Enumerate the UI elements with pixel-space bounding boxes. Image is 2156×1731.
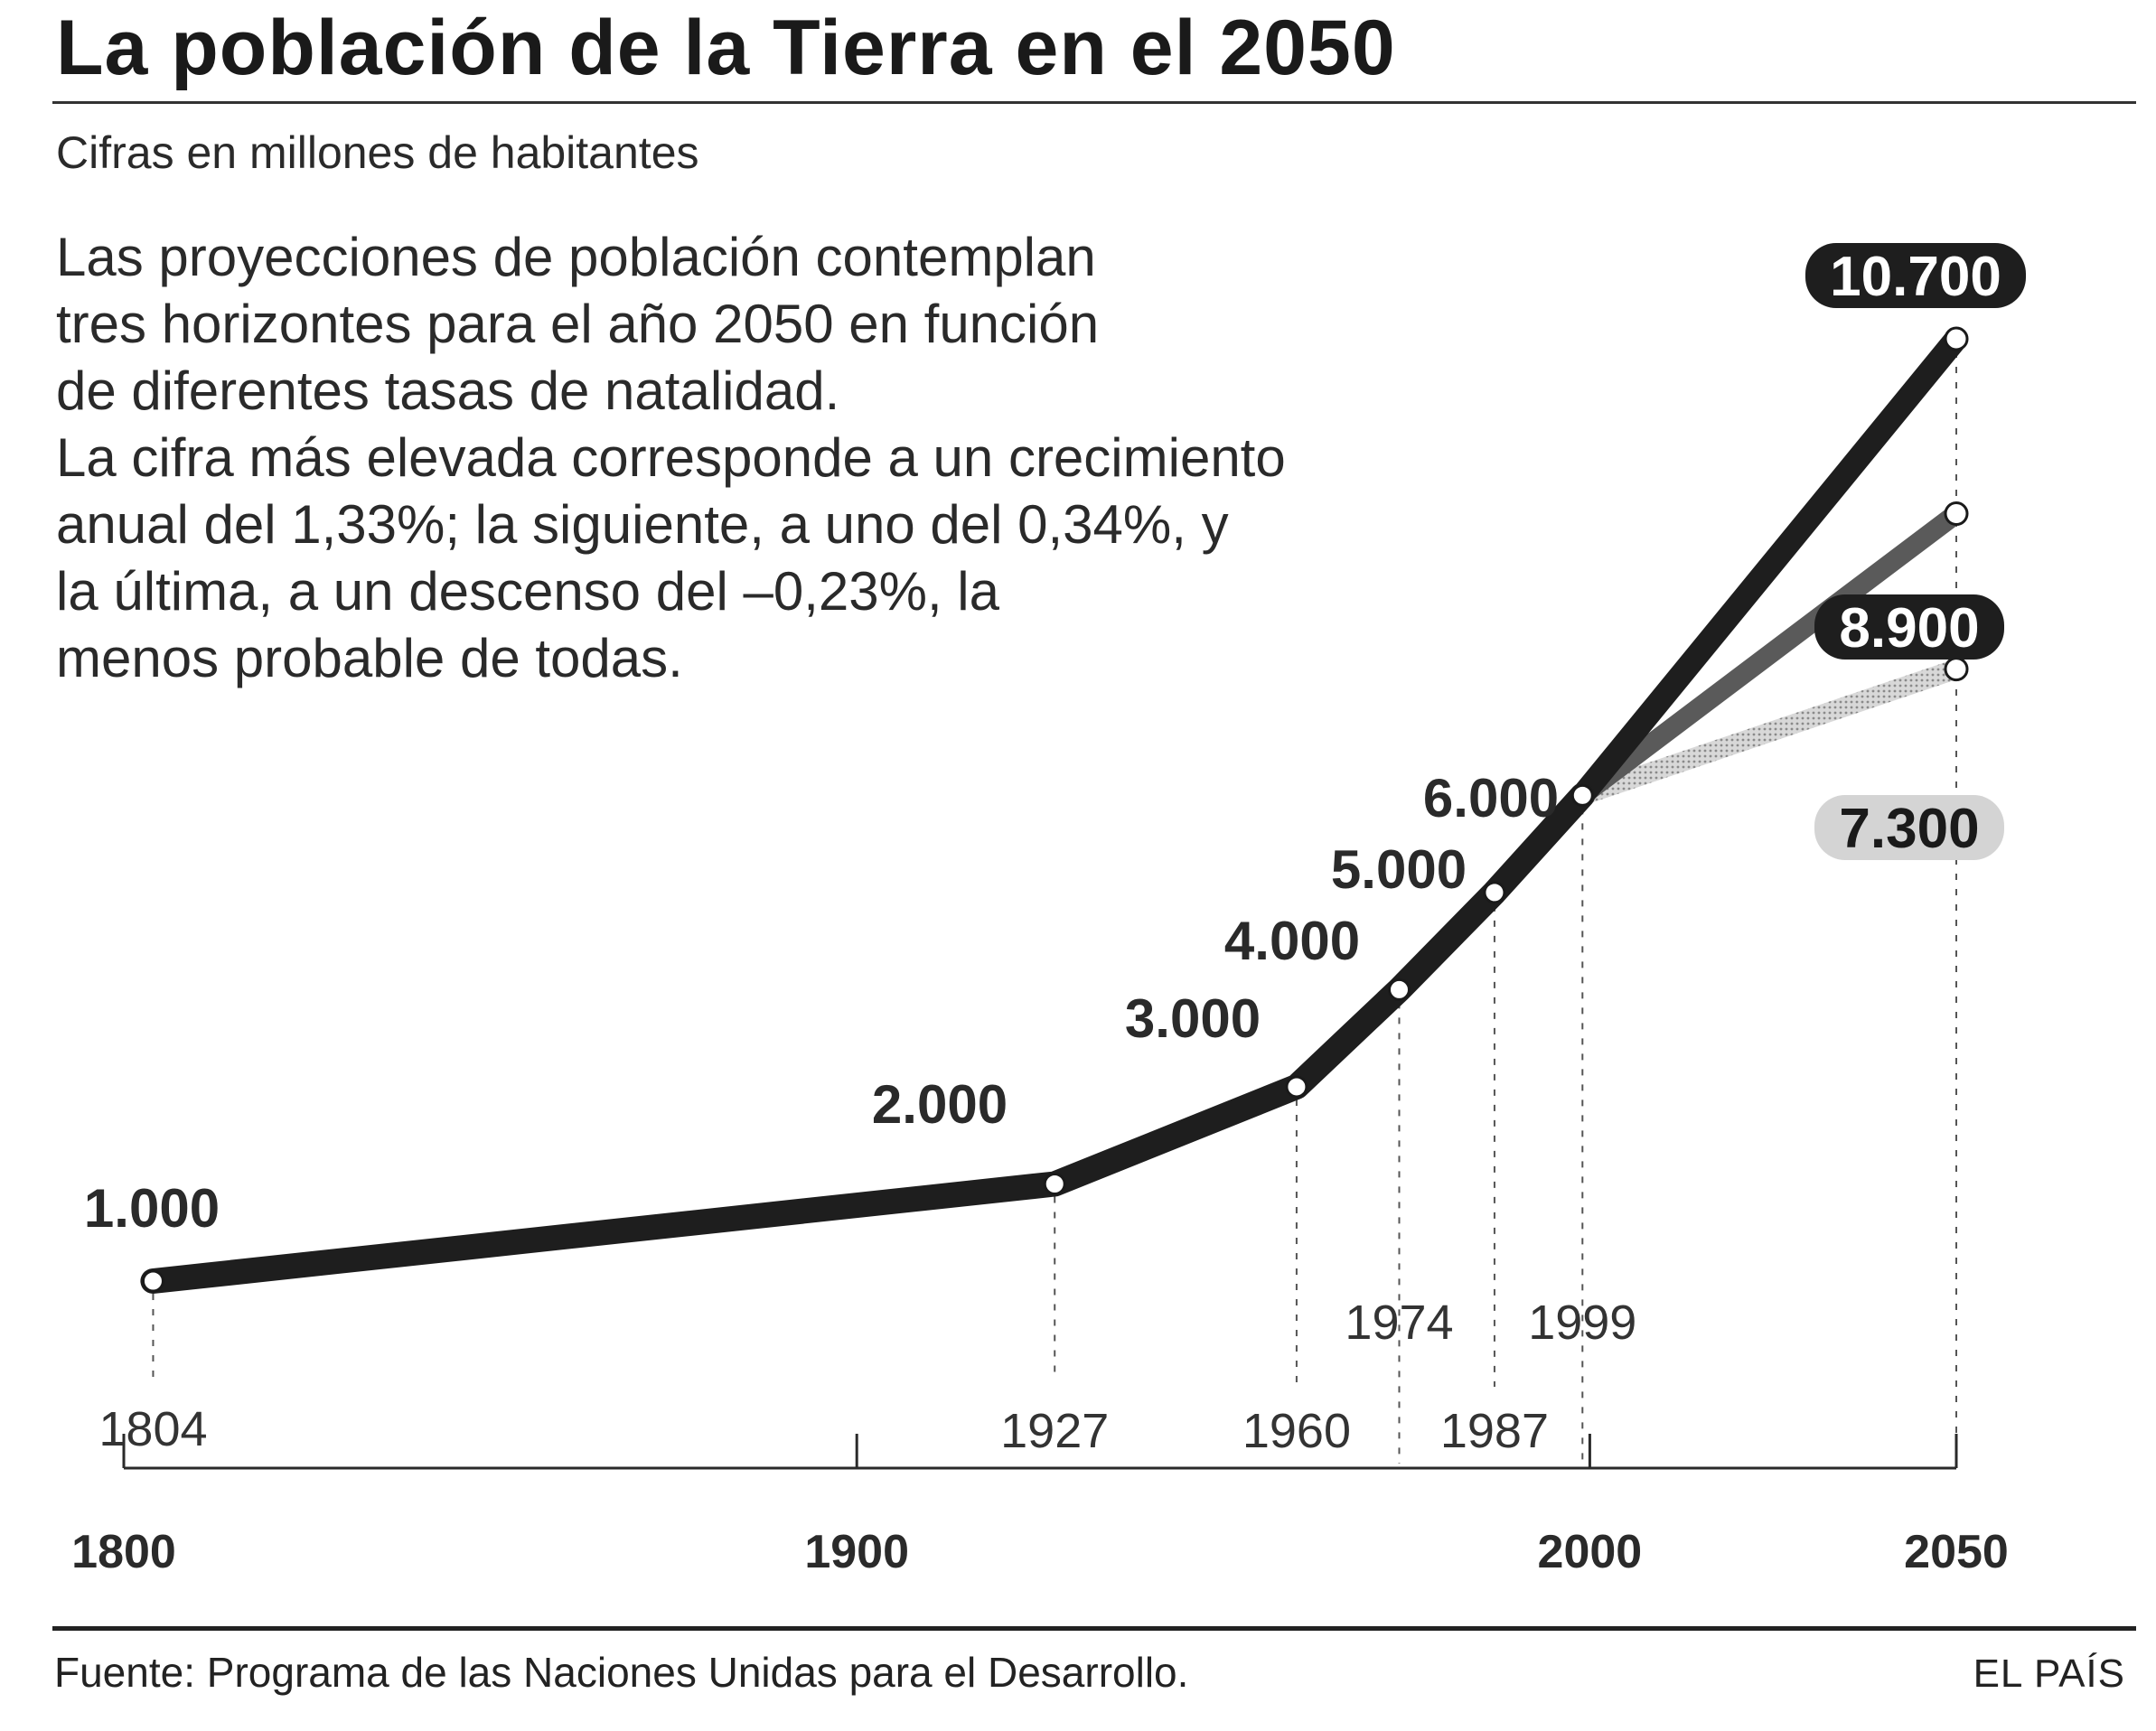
year-label: 1927	[1000, 1404, 1109, 1458]
data-point	[1570, 783, 1594, 807]
guide-lines	[152, 351, 1957, 1468]
value-label: 1.000	[84, 1178, 220, 1239]
projection-label: 8.900	[1839, 597, 1979, 660]
chart-title: La población de la Tierra en el 2050	[56, 5, 1396, 91]
projection-label: 7.300	[1839, 798, 1979, 860]
projection-line-dark	[1570, 327, 1968, 808]
series-lines	[140, 327, 1968, 1294]
data-point	[1043, 1172, 1066, 1195]
year-label: 1960	[1242, 1404, 1351, 1458]
projection-line-mid	[1572, 503, 1966, 806]
footer-divider	[52, 1626, 2136, 1631]
projection-label: 10.700	[1830, 246, 2001, 308]
description-line: Las proyecciones de población contemplan	[56, 227, 1096, 287]
description-text: Las proyecciones de población contemplan…	[56, 224, 1520, 692]
chart-subtitle: Cifras en millones de habitantes	[56, 127, 699, 178]
year-label: 1987	[1440, 1404, 1549, 1458]
projection-point	[1944, 657, 1969, 682]
x-tick-label: 1900	[804, 1526, 909, 1578]
description-line: la última, a un descenso del –0,23%, la	[56, 561, 999, 622]
title-divider	[52, 101, 2136, 104]
projection-pill	[1805, 243, 2026, 308]
x-tick-label: 2050	[1904, 1526, 2009, 1578]
value-label: 3.000	[1125, 988, 1261, 1049]
projection-pill	[1814, 795, 2004, 860]
data-point	[1285, 1075, 1308, 1099]
x-tick-label: 2000	[1538, 1526, 1643, 1578]
publisher-logo: EL PAÍS	[1973, 1651, 2125, 1696]
data-points	[141, 326, 1969, 1293]
value-label: 4.000	[1224, 911, 1360, 971]
data-point	[1483, 881, 1506, 904]
data-point	[1387, 978, 1411, 1001]
value-label: 6.000	[1423, 768, 1559, 828]
description-line: tres horizontes para el año 2050 en func…	[56, 294, 1100, 354]
description-line: de diferentes tasas de natalidad.	[56, 360, 840, 421]
x-axis: 1800 1900 2000 2050	[71, 1434, 2009, 1578]
projection-point	[1944, 326, 1969, 351]
historical-line	[140, 782, 1596, 1294]
description-line: La cifra más elevada corresponde a un cr…	[56, 427, 1286, 488]
description-line: anual del 1,33%; la siguiente, a uno del…	[56, 494, 1229, 555]
year-label: 1974	[1345, 1296, 1453, 1350]
x-tick-label: 1800	[71, 1526, 176, 1578]
value-label: 2.000	[872, 1074, 1008, 1135]
data-point	[141, 1269, 164, 1293]
projection-pill	[1814, 594, 2004, 660]
projection-point	[1944, 501, 1969, 527]
description-line: menos probable de todas.	[56, 628, 683, 688]
year-label: 1804	[98, 1402, 207, 1456]
value-label: 5.000	[1331, 839, 1467, 900]
source-note: Fuente: Programa de las Naciones Unidas …	[54, 1649, 1189, 1696]
year-label: 1999	[1528, 1296, 1636, 1350]
projection-line-light	[1572, 659, 1966, 806]
data-labels: 1804 1927 1960 1974 1987 1999 1.000 2.000 3.000 4…	[84, 243, 2026, 1458]
